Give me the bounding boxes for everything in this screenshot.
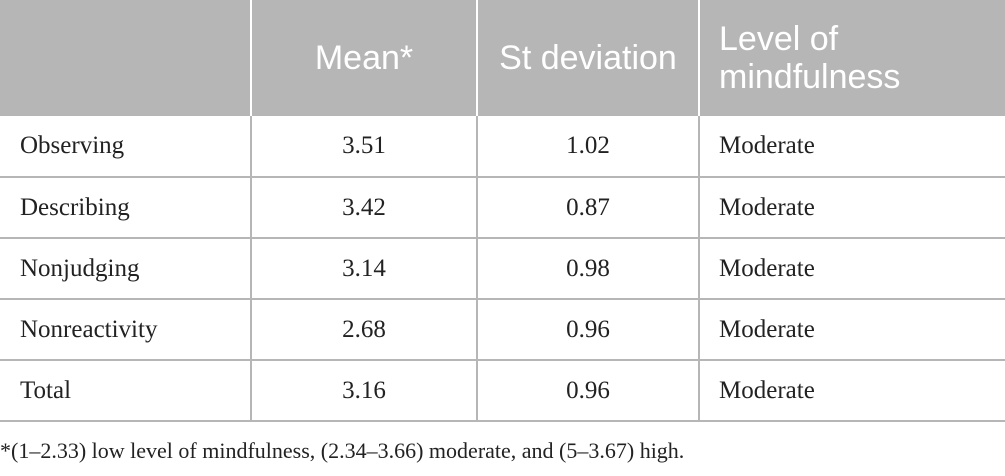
row-label: Observing <box>0 116 251 178</box>
row-label: Describing <box>0 177 251 239</box>
table-row: Nonreactivity 2.68 0.96 Moderate <box>0 299 1005 361</box>
header-cell-st-deviation: St deviation <box>476 0 699 116</box>
level-value: Moderate <box>698 238 1005 300</box>
sd-value: 1.02 <box>476 116 699 178</box>
row-label: Nonjudging <box>0 238 251 300</box>
table-header: Mean* St deviation Level of mindfulness <box>0 0 1005 116</box>
mean-value: 3.14 <box>250 238 477 300</box>
table-row: Nonjudging 3.14 0.98 Moderate <box>0 238 1005 300</box>
table-row: Total 3.16 0.96 Moderate <box>0 360 1005 422</box>
mean-value: 2.68 <box>250 299 477 361</box>
header-cell-facet <box>0 0 251 116</box>
table-body: Observing 3.51 1.02 Moderate Describing … <box>0 116 1005 422</box>
mean-value: 3.42 <box>250 177 477 239</box>
mean-value: 3.16 <box>250 360 477 422</box>
header-cell-level: Level of mindfulness <box>698 0 1005 116</box>
row-label: Nonreactivity <box>0 299 251 361</box>
sd-value: 0.87 <box>476 177 699 239</box>
level-value: Moderate <box>698 116 1005 178</box>
sd-value: 0.96 <box>476 299 699 361</box>
header-cell-mean: Mean* <box>250 0 477 116</box>
level-value: Moderate <box>698 177 1005 239</box>
row-label: Total <box>0 360 251 422</box>
level-value: Moderate <box>698 299 1005 361</box>
mindfulness-table: Mean* St deviation Level of mindfulness … <box>0 0 1005 422</box>
mean-value: 3.51 <box>250 116 477 178</box>
table-row: Observing 3.51 1.02 Moderate <box>0 116 1005 178</box>
table-row: Describing 3.42 0.87 Moderate <box>0 177 1005 239</box>
header-row: Mean* St deviation Level of mindfulness <box>0 0 1005 116</box>
level-value: Moderate <box>698 360 1005 422</box>
table-footnote: *(1–2.33) low level of mindfulness, (2.3… <box>0 438 685 463</box>
sd-value: 0.96 <box>476 360 699 422</box>
sd-value: 0.98 <box>476 238 699 300</box>
